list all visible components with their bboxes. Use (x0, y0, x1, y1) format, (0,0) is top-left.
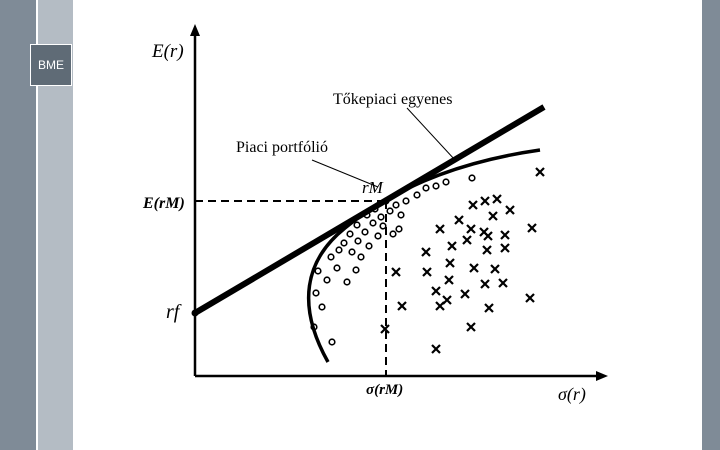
x-marker (480, 196, 490, 206)
circle-marker (386, 207, 394, 215)
x-marker (421, 247, 431, 257)
x-marker (454, 215, 464, 225)
y-axis-label: E(r) (151, 41, 184, 62)
sigma-rm-label: σ(rM) (366, 382, 403, 398)
circle-marker (389, 230, 397, 238)
x-marker (462, 235, 472, 245)
circle-marker (402, 197, 410, 205)
x-marker (447, 241, 457, 251)
circle-marker (354, 237, 362, 245)
circle-marker (374, 232, 382, 240)
x-axis-label: σ(r) (558, 384, 586, 405)
circle-marker (379, 222, 387, 230)
circle-marker (365, 242, 373, 250)
circle-marker (312, 289, 320, 297)
circle-marker (333, 264, 341, 272)
market-portfolio-pointer (311, 159, 379, 188)
x-marker (460, 289, 470, 299)
x-marker (500, 230, 510, 240)
x-marker (488, 211, 498, 221)
circle-marker (392, 201, 400, 209)
circle-marker (413, 191, 421, 199)
x-marker (431, 344, 441, 354)
rf-label: rf (166, 301, 182, 323)
efficient-frontier (306, 148, 541, 363)
x-marker (505, 205, 515, 215)
circle-marker (353, 221, 361, 229)
x-axis-arrow (596, 371, 608, 381)
x-marker (490, 264, 500, 274)
circle-marker (346, 230, 354, 238)
circle-marker (357, 253, 365, 261)
circle-marker (442, 178, 450, 186)
circle-marker (397, 211, 405, 219)
x-marker (380, 324, 390, 334)
x-marker (422, 267, 432, 277)
cml-pointer (406, 107, 456, 161)
market-portfolio-point (382, 197, 390, 205)
circle-marker (328, 338, 336, 346)
cml-label: Tőkepiaci egyenes (333, 91, 453, 108)
circle-markers (310, 174, 476, 346)
rm-label: rM (362, 178, 384, 197)
rf-point (191, 309, 199, 317)
x-marker (397, 301, 407, 311)
x-markers (380, 167, 545, 354)
right-decor-bar (702, 0, 720, 450)
circle-marker (327, 253, 335, 261)
circle-marker (352, 266, 360, 274)
circle-marker (395, 225, 403, 233)
circle-marker (377, 213, 385, 221)
x-marker (500, 243, 510, 253)
circle-marker (310, 323, 318, 331)
capital-market-line (193, 104, 546, 316)
x-marker (482, 245, 492, 255)
bme-logo: BME (30, 44, 72, 86)
circle-marker (361, 228, 369, 236)
x-marker (466, 224, 476, 234)
x-marker (469, 263, 479, 273)
x-marker (391, 267, 401, 277)
x-marker (527, 223, 537, 233)
circle-marker (468, 174, 476, 182)
right-decor-gap (700, 0, 702, 450)
x-marker (466, 322, 476, 332)
circle-marker (323, 276, 331, 284)
x-marker (484, 303, 494, 313)
circle-marker (422, 184, 430, 192)
x-marker (431, 286, 441, 296)
x-marker (492, 194, 502, 204)
x-marker (468, 200, 478, 210)
x-marker (480, 279, 490, 289)
circle-marker (369, 219, 377, 227)
circle-marker (432, 182, 440, 190)
left-decor-gap (36, 0, 38, 450)
circle-marker (340, 239, 348, 247)
circle-marker (314, 267, 322, 275)
circle-marker (348, 248, 356, 256)
x-marker (525, 293, 535, 303)
circle-marker (343, 278, 351, 286)
bme-logo-text: BME (37, 58, 64, 72)
x-marker (435, 224, 445, 234)
x-marker (444, 275, 454, 285)
y-axis-arrow (190, 24, 200, 36)
circle-marker (318, 303, 326, 311)
x-marker (498, 278, 508, 288)
x-marker (445, 258, 455, 268)
x-marker (483, 231, 493, 241)
e-rm-label: E(rM) (142, 195, 185, 212)
circle-marker (371, 205, 379, 213)
market-portfolio-label: Piaci portfólió (236, 139, 328, 156)
x-marker (442, 295, 452, 305)
x-marker (535, 167, 545, 177)
circle-marker (335, 246, 343, 254)
circle-marker (363, 211, 371, 219)
